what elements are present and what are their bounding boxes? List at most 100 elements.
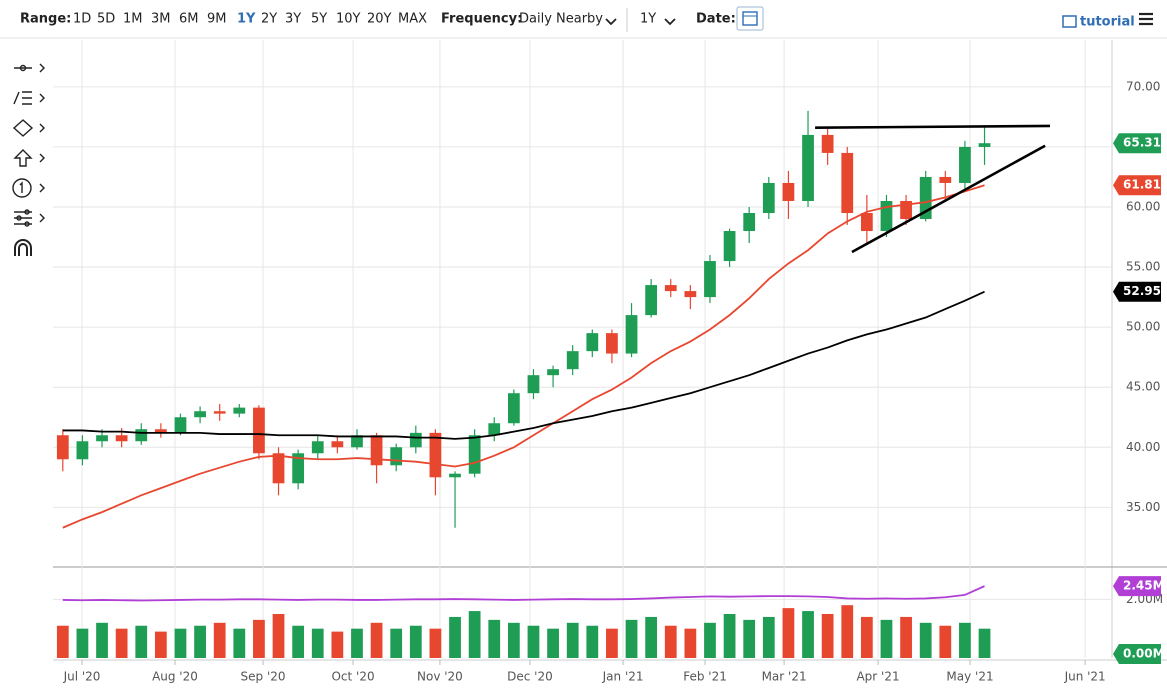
volume-bar [56, 625, 69, 658]
range-button[interactable]: 1Y [237, 12, 256, 27]
range-button[interactable]: 3M [151, 12, 171, 27]
candle-body [625, 315, 638, 354]
candle-body [429, 432, 442, 478]
range-button[interactable]: MAX [398, 12, 427, 27]
tool-line[interactable] [14, 63, 45, 73]
volume-bar [880, 619, 893, 658]
y-tick-label: 40.00 [1126, 440, 1160, 454]
range-button[interactable]: 5D [97, 12, 115, 27]
x-tick-label: Apr '21 [856, 670, 899, 684]
candle-body [213, 411, 226, 414]
calendar-icon[interactable] [742, 11, 758, 26]
volume-bar [527, 625, 540, 658]
candle-body [76, 441, 89, 460]
candle-body [978, 143, 991, 147]
volume-bar [606, 628, 618, 658]
candle-body [684, 291, 697, 298]
tutorial-icon[interactable] [1062, 15, 1077, 28]
volume-bar [939, 625, 952, 658]
volume-bar [900, 616, 912, 658]
frequency-select[interactable]: Daily Nearby [519, 12, 603, 27]
candle-body [821, 134, 834, 153]
x-tick-label: Nov '20 [417, 670, 463, 684]
volume-bar [978, 628, 991, 658]
x-tick-label: Mar '21 [762, 670, 807, 684]
x-tick-label: Feb '21 [683, 670, 727, 684]
x-tick-label: Jan '21 [602, 670, 644, 684]
range-button[interactable]: 10Y [336, 12, 361, 27]
candle-body [802, 134, 814, 201]
volume-bar [625, 619, 638, 658]
x-tick-label: Aug '20 [152, 670, 198, 684]
volume-bar [566, 622, 579, 658]
value-tag-label: 52.95 [1123, 284, 1161, 298]
tutorial-link[interactable]: tutorial [1062, 15, 1135, 30]
candle-body [253, 407, 265, 454]
date-label: Date: [696, 12, 736, 27]
volume-bar [664, 625, 677, 658]
volume-bar [213, 622, 226, 658]
calendar-button[interactable] [736, 6, 764, 31]
value-tag [1113, 576, 1161, 597]
candle-body [449, 473, 461, 478]
volume-bar [233, 628, 246, 658]
x-tick-label: Dec '20 [507, 670, 553, 684]
tutorial-text[interactable]: tutorial [1080, 15, 1135, 30]
x-tick-label: Jul '20 [63, 670, 101, 684]
candle-body [56, 435, 69, 460]
range-button[interactable]: 3Y [285, 12, 301, 27]
candle-body [96, 435, 108, 442]
value-tag-label: 0.00M [1123, 647, 1165, 661]
value-tag-label: 2.45M [1123, 579, 1165, 593]
range-button[interactable]: 9M [207, 12, 227, 27]
candle-body [311, 441, 324, 454]
volume-bar [547, 628, 559, 658]
candle-body [292, 453, 305, 484]
range-button[interactable]: 2Y [261, 12, 277, 27]
tool-arrow[interactable] [13, 149, 45, 167]
chevron[interactable] [664, 18, 676, 26]
volume-bar [194, 625, 206, 658]
trendline [815, 124, 1051, 129]
candle-body [645, 285, 658, 316]
candle-body [880, 200, 893, 232]
period-select[interactable]: 1Y [640, 12, 656, 27]
tool-shape[interactable] [12, 119, 45, 137]
candle-body [351, 435, 363, 448]
volume-bar [488, 619, 501, 658]
drawing-tools [12, 63, 45, 256]
candle-body [115, 435, 128, 442]
range-button[interactable]: 1D [73, 12, 91, 27]
candle-body [959, 146, 971, 183]
chevron[interactable] [605, 18, 617, 26]
tool-fib[interactable] [13, 91, 45, 105]
calendar-frame[interactable] [736, 6, 764, 31]
candle-body [272, 453, 285, 484]
range-button[interactable]: 6M [179, 12, 199, 27]
candle-body [507, 393, 520, 424]
tool-settings[interactable] [14, 209, 45, 227]
volume-bar [253, 619, 265, 658]
volume-bar [115, 628, 128, 658]
tool-magnet[interactable] [14, 239, 32, 256]
volume-bar [370, 622, 383, 658]
menu-button[interactable] [1139, 12, 1153, 26]
volume-bar [311, 628, 324, 658]
range-button[interactable]: 5Y [311, 12, 327, 27]
y-tick-label: 55.00 [1126, 260, 1160, 274]
range-button[interactable]: 1M [123, 12, 143, 27]
range-button[interactable]: 20Y [367, 12, 392, 27]
y-tick-label: 50.00 [1126, 320, 1160, 334]
candle-body [194, 411, 206, 418]
y-tick-label: 35.00 [1126, 500, 1160, 514]
volume-bar [409, 625, 422, 658]
volume-bar [76, 628, 89, 658]
candle-body [154, 429, 167, 433]
volume-bar [390, 628, 403, 658]
range-buttons: 1D 5D 1M 3M 6M 9M 1Y 2Y 3Y 5Y 10Y 20Y MAX [73, 12, 427, 27]
trendline [851, 144, 1046, 254]
tool-note[interactable] [12, 178, 45, 198]
value-tag [1113, 644, 1161, 664]
volume-bar [860, 616, 873, 658]
